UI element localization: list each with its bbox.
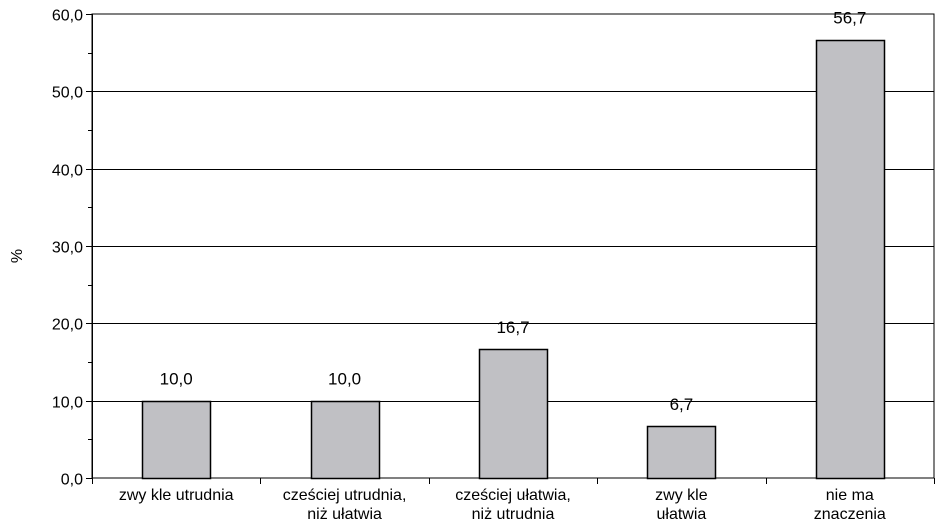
- x-tick-label: cześciej utrudnia,: [283, 487, 407, 504]
- x-axis: zwy kle utrudnia cześciej utrudnia, niż uł…: [92, 478, 935, 523]
- y-tick-label: 40,0: [52, 163, 83, 180]
- bar: [141, 400, 212, 480]
- gridlines: [92, 91, 934, 402]
- y-tick-label: 20,0: [52, 317, 83, 334]
- x-tick-label: ułatwia: [656, 506, 706, 523]
- data-label: 10,0: [328, 370, 361, 389]
- data-labels: 10,0 10,0 16,7 6,7 56,7: [160, 9, 867, 415]
- x-tick-label: nie ma: [826, 487, 874, 504]
- y-tick-label: 50,0: [52, 85, 83, 102]
- bar: [310, 400, 381, 480]
- x-tick-label: znaczenia: [814, 506, 886, 523]
- x-tick-label: niż utrudnia: [472, 506, 555, 523]
- y-axis: 0,0 10,0 20,0 30,0 40,0 50,0 60,0: [52, 8, 93, 489]
- y-tick-label: 10,0: [52, 395, 83, 412]
- bar: [646, 425, 717, 480]
- data-label: 56,7: [833, 9, 866, 28]
- bars: [141, 39, 886, 480]
- x-tick-label: niż ułatwia: [307, 506, 382, 523]
- data-label: 16,7: [496, 318, 529, 337]
- y-axis-title: %: [9, 249, 26, 263]
- x-tick-label: zwy kle: [655, 487, 708, 504]
- y-tick-label: 0,0: [61, 472, 83, 489]
- bar: [815, 39, 886, 480]
- x-tick-label: cześciej ułatwia,: [455, 487, 571, 504]
- x-tick-label: zwy kle utrudnia: [119, 487, 234, 504]
- bar: [478, 348, 549, 480]
- y-tick-label: 60,0: [52, 8, 83, 25]
- y-tick-label: 30,0: [52, 240, 83, 257]
- data-label: 6,7: [670, 395, 694, 414]
- data-label: 10,0: [160, 370, 193, 389]
